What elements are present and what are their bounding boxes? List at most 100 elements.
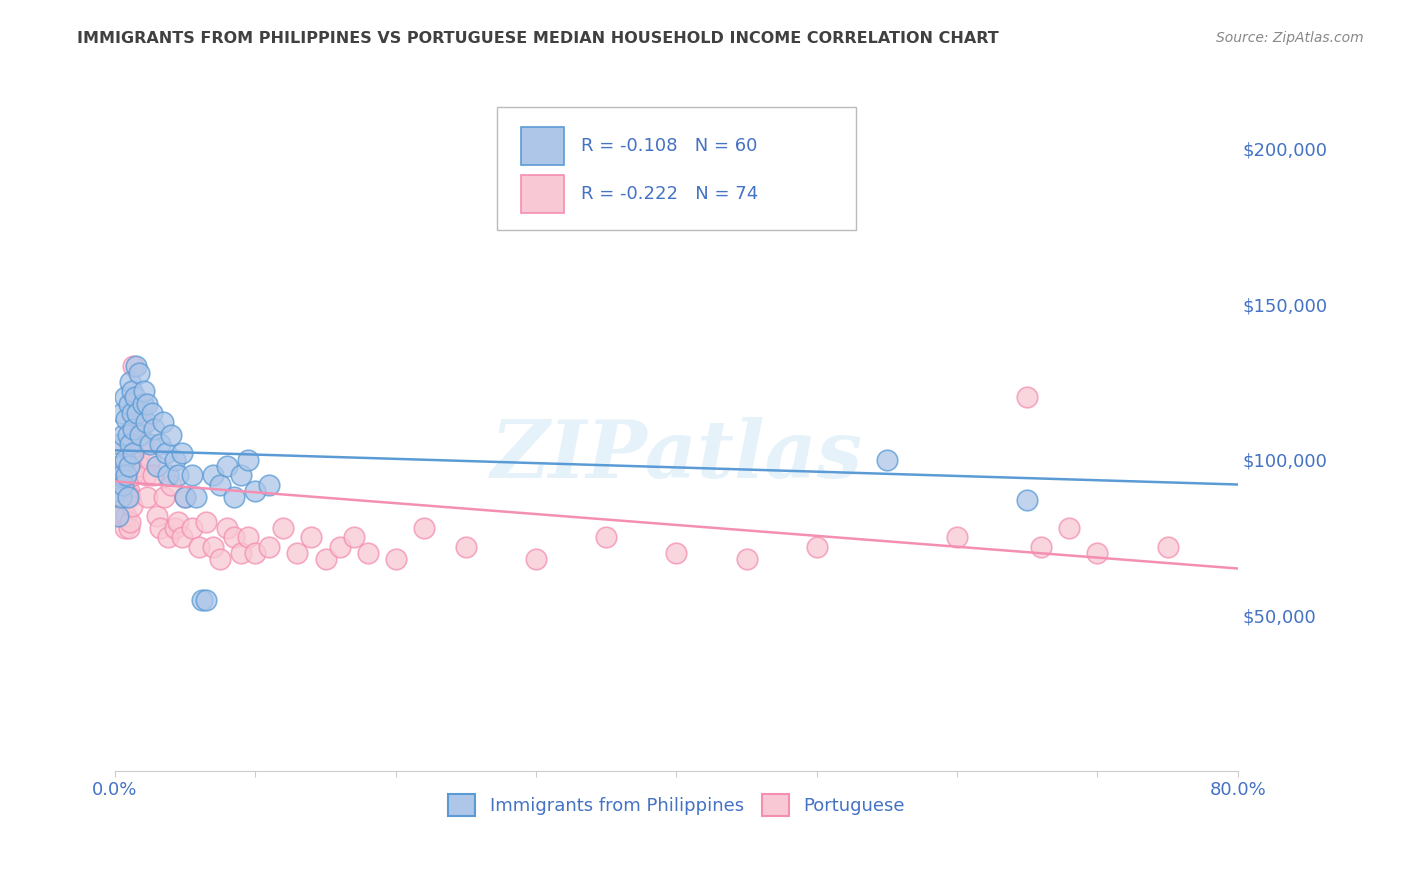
Point [118,483,141,498]
Point [111,437,134,451]
Point [384,552,406,566]
Point [108,468,131,483]
Point [224,490,246,504]
Point [238,530,260,544]
Point [127,406,149,420]
FancyBboxPatch shape [496,107,856,230]
Point [155,446,177,460]
Legend: Immigrants from Philippines, Portuguese: Immigrants from Philippines, Portuguese [441,787,912,823]
Point [356,546,378,560]
Point [118,458,141,473]
Point [127,406,149,420]
Point [174,490,197,504]
Point [108,437,131,451]
Text: Source: ZipAtlas.com: Source: ZipAtlas.com [1216,31,1364,45]
FancyBboxPatch shape [522,128,564,165]
Point [114,391,136,405]
Point [202,468,225,483]
Point [136,397,159,411]
Point [181,468,204,483]
Point [143,421,166,435]
Point [146,508,169,523]
Point [149,437,172,451]
Point [114,477,136,491]
Point [231,468,253,483]
Point [202,540,225,554]
Point [122,421,145,435]
Point [524,552,547,566]
Point [165,521,187,535]
Point [122,468,145,483]
Point [134,384,156,399]
Point [112,490,135,504]
Point [112,477,135,491]
Point [111,468,134,483]
Point [122,359,145,374]
Text: ZIPatlas: ZIPatlas [491,417,862,495]
Point [125,427,148,442]
Point [117,490,139,504]
Point [111,468,134,483]
Point [114,521,136,535]
Point [117,468,139,483]
Point [195,515,218,529]
Point [124,391,146,405]
Point [115,412,138,426]
Point [107,477,129,491]
Point [128,446,150,460]
Point [876,452,898,467]
Point [342,530,364,544]
Point [454,540,477,554]
Point [315,552,337,566]
Point [1017,391,1039,405]
Point [412,521,434,535]
Point [117,490,139,504]
Point [114,452,136,467]
Point [209,477,232,491]
Point [301,530,323,544]
Point [165,452,187,467]
Point [1031,540,1053,554]
Point [186,490,208,504]
Point [118,397,141,411]
Point [121,406,143,420]
Point [181,521,204,535]
Point [110,490,132,504]
Point [238,452,260,467]
Point [1059,521,1081,535]
Point [129,427,152,442]
Point [142,468,165,483]
Point [665,546,688,560]
FancyBboxPatch shape [522,176,564,213]
Point [167,515,190,529]
Point [120,515,142,529]
Point [105,483,128,498]
Point [120,375,142,389]
Text: R = -0.108   N = 60: R = -0.108 N = 60 [581,137,758,155]
Point [217,458,239,473]
Point [1087,546,1109,560]
Point [107,508,129,523]
Point [735,552,758,566]
Point [1156,540,1178,554]
Point [132,437,155,451]
Point [806,540,828,554]
Text: IMMIGRANTS FROM PHILIPPINES VS PORTUGUESE MEDIAN HOUSEHOLD INCOME CORRELATION CH: IMMIGRANTS FROM PHILIPPINES VS PORTUGUES… [77,31,1000,46]
Point [595,530,617,544]
Point [1017,493,1039,508]
Point [329,540,352,554]
Point [128,366,150,380]
Point [110,508,132,523]
Point [946,530,969,544]
Point [105,500,128,514]
Point [172,530,194,544]
Point [149,521,172,535]
Point [139,452,162,467]
Point [273,521,295,535]
Point [135,468,157,483]
Point [121,468,143,483]
Point [108,490,131,504]
Point [122,446,145,460]
Point [157,530,180,544]
Point [195,592,218,607]
